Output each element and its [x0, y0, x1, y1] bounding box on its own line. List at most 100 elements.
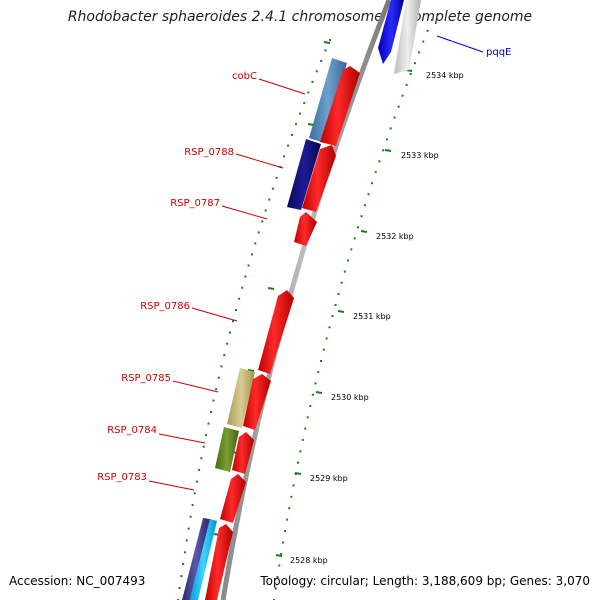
- inner-track-dot: [418, 51, 421, 54]
- inner-track-dot: [347, 259, 350, 262]
- outer-track-dot: [235, 309, 237, 311]
- label-leader-lines: [148, 35, 484, 491]
- outer-track-dot: [254, 242, 257, 245]
- outer-track-dot: [183, 551, 186, 554]
- inner-track-dot: [397, 105, 400, 108]
- gene-RSP-0785-arrow[interactable]: [227, 368, 255, 428]
- inner-track-dot: [328, 326, 331, 329]
- outer-track-dot: [244, 275, 247, 278]
- inner-track-dot: [378, 160, 381, 163]
- chromosome-backbone: [220, 0, 392, 600]
- gene-red-6[interactable]: [232, 432, 254, 474]
- outer-tick-mark: [267, 287, 275, 290]
- gene-red-2[interactable]: [302, 145, 336, 212]
- inner-track-dot: [306, 416, 309, 419]
- gene-label-RSP-0787[interactable]: RSP_0787: [170, 198, 220, 209]
- gene-red-7[interactable]: [220, 474, 246, 523]
- outer-track-dot: [291, 133, 293, 136]
- inner-track-dot: [284, 530, 287, 532]
- gene-label-RSP-0784[interactable]: RSP_0784: [107, 425, 157, 436]
- outer-track-dot: [271, 187, 274, 190]
- outer-track-dot: [212, 399, 215, 402]
- inner-track-dot: [320, 360, 322, 362]
- gene-red-1[interactable]: [320, 66, 360, 146]
- outer-track-dot: [232, 320, 234, 323]
- inner-track-dot: [297, 461, 299, 464]
- inner-track-dot: [385, 138, 388, 141]
- gene-RSP-0784-arrow[interactable]: [215, 427, 239, 472]
- gene-label-RSP-0785[interactable]: RSP_0785: [121, 373, 171, 384]
- tick-label-2533: 2533 kbp: [401, 151, 439, 160]
- outer-track-dot: [311, 80, 314, 83]
- outer-track-dot: [324, 49, 327, 52]
- gene-purple-arrow[interactable]: [182, 518, 210, 600]
- scale-tick-mark: [275, 554, 283, 557]
- outer-track-dot: [303, 102, 306, 104]
- tick-label-2532: 2532 kbp: [376, 232, 414, 241]
- inner-track-dot: [309, 405, 312, 407]
- inner-track-dot: [382, 149, 385, 152]
- outer-track-dot: [241, 286, 244, 289]
- gene-label-cobC[interactable]: cobC: [232, 71, 257, 82]
- inner-track-dot: [325, 337, 328, 340]
- inner-track-dot: [340, 281, 343, 284]
- outer-track-dot: [238, 297, 241, 300]
- inner-track-dot: [278, 564, 281, 567]
- inner-track-dot: [401, 94, 404, 97]
- gene-label-RSP-0786[interactable]: RSP_0786: [140, 301, 190, 312]
- inner-track-dot: [343, 270, 346, 273]
- inner-track-dot: [350, 248, 353, 251]
- inner-track-dot: [422, 40, 425, 43]
- outer-track-dot: [178, 587, 181, 589]
- gene-red-5[interactable]: [243, 374, 271, 430]
- tick-label-2530: 2530 kbp: [331, 393, 369, 402]
- gene-pqqE-arrow[interactable]: [378, 0, 404, 64]
- gene-red-8[interactable]: [205, 524, 233, 600]
- outer-track-dot: [195, 480, 198, 483]
- inner-track-dot: [405, 83, 408, 86]
- inner-track-dot: [311, 393, 314, 396]
- inner-track-dot: [314, 382, 317, 385]
- gene-cyan-arrow[interactable]: [190, 519, 217, 600]
- inner-track-dot: [337, 292, 340, 295]
- outer-track-dot: [187, 527, 190, 530]
- outer-track-dot: [261, 220, 264, 223]
- inner-track-dot: [301, 438, 304, 441]
- gene-label-RSP-0788[interactable]: RSP_0788: [184, 147, 234, 158]
- gene-label-pqqE[interactable]: pqqE: [486, 47, 511, 58]
- inner-track-dot: [286, 518, 289, 521]
- outer-track-dot: [257, 231, 260, 234]
- inner-track-dot: [288, 507, 291, 510]
- outer-track-dot: [247, 264, 250, 267]
- inner-track-dot: [299, 450, 302, 453]
- genome-summary-text: Topology: circular; Length: 3,188,609 bp…: [260, 574, 590, 588]
- outer-track-dot: [223, 354, 226, 357]
- inner-track-dot: [426, 29, 429, 32]
- inner-track-dot: [274, 587, 277, 590]
- gene-cobC-arrow[interactable]: [309, 58, 347, 143]
- inner-track-dot: [304, 427, 307, 430]
- outer-track-dot: [200, 457, 203, 460]
- inner-track-dot: [282, 541, 285, 544]
- outer-track-dot: [315, 70, 318, 73]
- gene-red-3[interactable]: [294, 212, 317, 246]
- inner-track-dot: [371, 182, 374, 185]
- tick-label-2534: 2534 kbp: [426, 71, 464, 80]
- inner-track-dot: [409, 73, 412, 75]
- outer-track-dot: [226, 342, 229, 345]
- inner-track-dot: [276, 576, 279, 578]
- gene-label-RSP-0783[interactable]: RSP_0783: [97, 472, 147, 483]
- inner-track-dot: [280, 553, 283, 555]
- inner-track-dot: [357, 226, 359, 229]
- outer-track-dot: [205, 434, 207, 437]
- inner-track-dot: [367, 193, 370, 196]
- gene-red-4[interactable]: [258, 290, 294, 374]
- gene-gray-arrow[interactable]: [394, 0, 421, 74]
- outer-track-dot: [299, 112, 302, 115]
- outer-track-dot: [283, 155, 286, 158]
- outer-track-dot: [193, 492, 196, 495]
- inner-track-dot: [334, 304, 337, 306]
- inner-track-dot: [360, 215, 363, 218]
- gene-RSP-0788-arrow[interactable]: [287, 139, 321, 210]
